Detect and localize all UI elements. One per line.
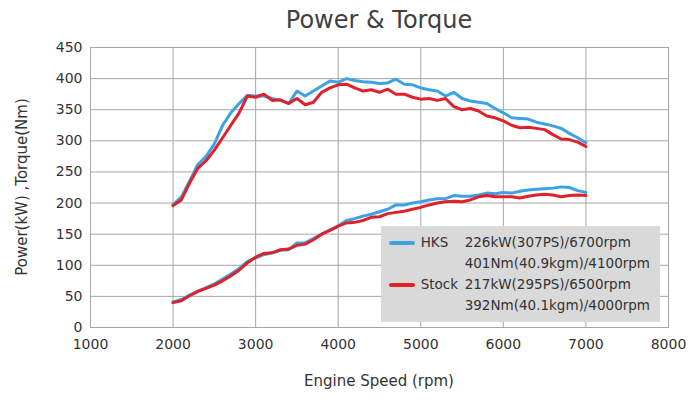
- html-text:226kW(307PS)/6700rpm: 226kW(307PS)/6700rpm: [464, 234, 631, 250]
- svg-text:250: 250: [56, 163, 83, 179]
- html-text:401Nm(40.9kgm)/4100rpm: 401Nm(40.9kgm)/4100rpm: [464, 255, 650, 271]
- svg-text:2000: 2000: [155, 336, 191, 352]
- svg-text:400: 400: [56, 70, 83, 86]
- svg-text:300: 300: [56, 132, 83, 148]
- svg-text:450: 450: [56, 40, 83, 55]
- html-text:HKS: HKS: [420, 234, 449, 250]
- html-text:Power & Torque: Power & Torque: [285, 6, 473, 34]
- svg-text:350: 350: [56, 101, 83, 117]
- svg-text:50: 50: [65, 288, 83, 304]
- html-text:Stock: Stock: [420, 276, 458, 292]
- svg-text:3000: 3000: [238, 336, 274, 352]
- svg-text:8000: 8000: [651, 336, 687, 352]
- html-text:392Nm(40.1kgm)/4000rpm: 392Nm(40.1kgm)/4000rpm: [464, 297, 650, 313]
- html-text:Power(kW) ,Torque(Nm): Power(kW) ,Torque(Nm): [13, 98, 31, 276]
- html-text:Engine Speed (rpm): Engine Speed (rpm): [304, 372, 454, 390]
- html-text:217kW(295PS)/6500rpm: 217kW(295PS)/6500rpm: [464, 276, 631, 292]
- svg-text:1000: 1000: [73, 336, 109, 352]
- svg-text:0: 0: [74, 319, 83, 335]
- svg-text:200: 200: [56, 195, 83, 211]
- svg-text:6000: 6000: [486, 336, 522, 352]
- svg-text:4000: 4000: [320, 336, 356, 352]
- svg-text:5000: 5000: [403, 336, 439, 352]
- svg-text:7000: 7000: [568, 336, 604, 352]
- svg-text:100: 100: [56, 257, 83, 273]
- svg-text:150: 150: [56, 226, 83, 242]
